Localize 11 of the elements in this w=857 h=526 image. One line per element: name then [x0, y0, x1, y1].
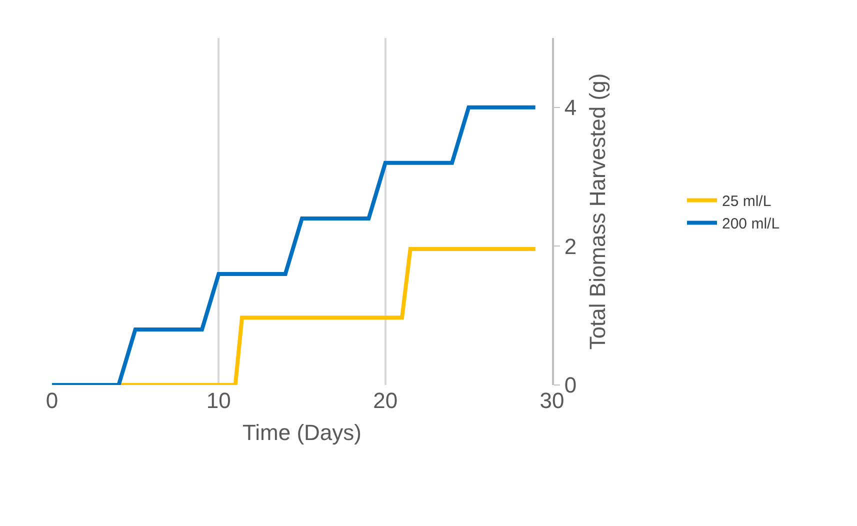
x-tick-label: 10: [206, 388, 231, 413]
line-series: [52, 105, 538, 385]
legend-label: 25 ml/L: [722, 193, 772, 210]
legend-label: 200 ml/L: [722, 216, 780, 233]
y-axis-title: Total Biomass Harvested (g): [585, 73, 610, 350]
y-tick-label: 2: [564, 234, 577, 259]
x-axis-title: Time (Days): [242, 420, 362, 445]
x-tick-label: 30: [540, 388, 564, 413]
x-tick-label: 20: [373, 388, 398, 413]
y-tick-label: 4: [564, 95, 577, 120]
x-tick-label: 0: [46, 388, 58, 413]
